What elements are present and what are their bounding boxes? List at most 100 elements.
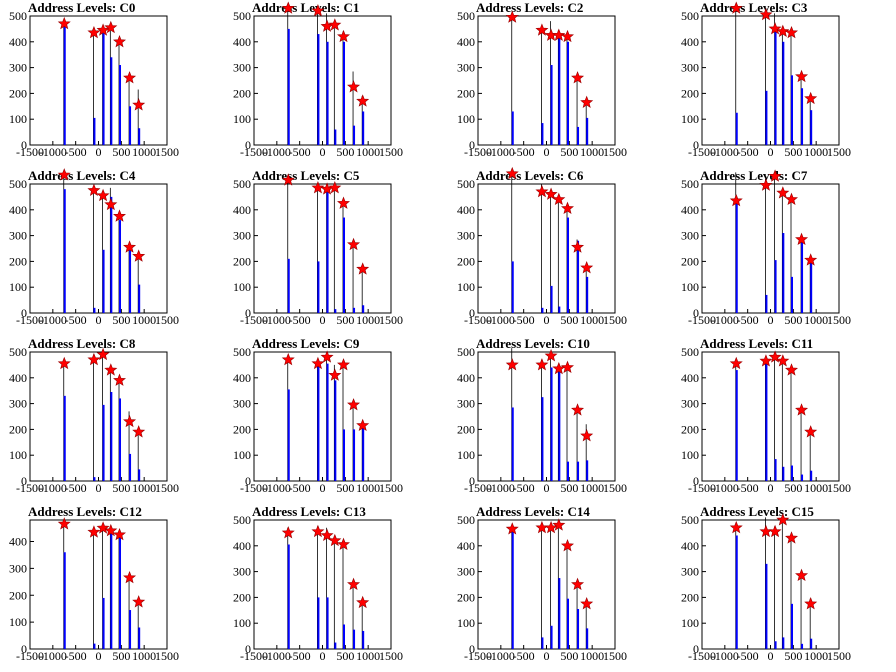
- histogram-bar: [326, 189, 329, 313]
- plot-frame: [477, 519, 616, 650]
- y-tick-label: 100: [457, 280, 475, 294]
- red-star-icon: [795, 232, 809, 245]
- y-tick-label: 100: [9, 280, 27, 294]
- x-tick-label: 500: [336, 481, 354, 495]
- histogram-bar: [119, 398, 122, 481]
- x-tick-label: 1000: [132, 481, 156, 495]
- y-tick-label: 0: [245, 306, 251, 320]
- histogram-bar: [119, 65, 122, 145]
- histogram-bar: [110, 391, 113, 481]
- y-tick-label: 0: [21, 138, 27, 152]
- y-tick-label: 200: [457, 422, 475, 436]
- red-star-icon: [356, 94, 370, 107]
- x-tick-label: 500: [112, 649, 130, 663]
- red-star-icon: [320, 19, 334, 32]
- red-star-icon: [729, 1, 743, 14]
- x-tick-label: 500: [336, 313, 354, 327]
- y-tick-label: 200: [681, 422, 699, 436]
- histogram-bar: [353, 629, 356, 649]
- x-tick-label: 1000: [804, 313, 828, 327]
- plot-frame: [29, 519, 168, 650]
- x-tick-label: -1500: [240, 481, 268, 495]
- x-tick-label: 0: [96, 145, 102, 159]
- histogram-bar: [129, 453, 132, 481]
- y-tick-label: 100: [233, 616, 251, 630]
- histogram-bar: [801, 643, 804, 649]
- y-tick-label: 300: [457, 397, 475, 411]
- histogram-bar: [317, 261, 320, 313]
- y-tick-label: 400: [681, 539, 699, 553]
- panel-14: Address Levels: C14 0 100 200 300 400 500 -1500…: [457, 504, 627, 663]
- y-tick-label: 300: [233, 565, 251, 579]
- histogram-bar: [343, 41, 346, 145]
- histogram-bar: [791, 465, 794, 481]
- red-star-icon: [729, 356, 743, 370]
- panel-8: Address Levels: C80100200300400500-1500-…: [9, 336, 179, 495]
- histogram-bar: [782, 466, 785, 481]
- red-star-icon: [113, 373, 126, 386]
- x-tick-label: 0: [320, 649, 326, 663]
- histogram-bar: [334, 380, 337, 481]
- x-tick-label: -500: [737, 649, 759, 663]
- red-star-icon: [795, 403, 809, 416]
- panel-15: Address Levels: C15 0 100 200 300 400 500 -1500…: [681, 504, 851, 663]
- x-tick-label: -500: [289, 145, 311, 159]
- y-tick-label: 100: [233, 280, 251, 294]
- histogram-bar: [362, 630, 365, 649]
- x-tick-label: -1500: [240, 145, 268, 159]
- histogram-bar: [511, 407, 514, 481]
- red-star-icon: [804, 253, 818, 266]
- x-tick-label: -1000: [711, 649, 739, 663]
- y-tick-label: 400: [9, 371, 27, 385]
- y-tick-label: 200: [9, 254, 27, 268]
- x-tick-label: -500: [737, 145, 759, 159]
- red-star-icon: [535, 358, 549, 371]
- x-tick-label: 1500: [603, 145, 627, 159]
- x-tick-label: 1500: [379, 145, 403, 159]
- x-tick-label: -1500: [464, 649, 492, 663]
- x-tick-label: -500: [65, 313, 87, 327]
- y-tick-label: 500: [233, 177, 251, 191]
- histogram-bar: [362, 111, 365, 145]
- y-tick-label: 0: [469, 138, 475, 152]
- y-tick-label: 200: [681, 86, 699, 100]
- y-tick-label: 400: [681, 371, 699, 385]
- x-tick-label: 0: [544, 481, 550, 495]
- histogram-bar: [567, 461, 570, 481]
- y-tick-label: 300: [233, 61, 251, 75]
- histogram-bar: [782, 41, 785, 145]
- histogram-bar: [93, 117, 96, 145]
- histogram-bar: [110, 57, 113, 145]
- histogram-bar: [362, 305, 365, 313]
- histogram-bar: [129, 249, 132, 313]
- y-tick-label: 300: [681, 61, 699, 75]
- y-tick-label: 0: [21, 474, 27, 488]
- histogram-bar: [353, 307, 356, 313]
- x-tick-label: 1500: [155, 649, 179, 663]
- histogram-bar: [343, 429, 346, 481]
- red-star-icon: [356, 262, 370, 275]
- histogram-bar: [541, 307, 544, 313]
- red-star-icon: [311, 4, 325, 17]
- y-tick-label: 100: [9, 112, 27, 126]
- y-tick-label: 400: [233, 371, 251, 385]
- red-star-icon: [729, 520, 743, 534]
- y-tick-label: 500: [9, 345, 27, 359]
- red-star-icon: [104, 197, 118, 211]
- y-tick-label: 400: [233, 203, 251, 217]
- x-tick-label: 500: [784, 649, 802, 663]
- y-tick-label: 400: [457, 203, 475, 217]
- y-tick-label: 0: [245, 642, 251, 656]
- histogram-bar: [586, 460, 589, 481]
- y-tick-label: 500: [681, 177, 699, 191]
- histogram-bar: [353, 125, 356, 145]
- red-star-icon: [123, 570, 137, 584]
- panel-1: Address Levels: C10100200300400500-1500-…: [233, 0, 403, 159]
- histogram-bar: [334, 129, 337, 145]
- histogram-bar: [110, 196, 113, 313]
- histogram-bar: [102, 31, 105, 146]
- red-star-icon: [87, 183, 101, 196]
- red-star-icon: [571, 577, 585, 591]
- red-star-icon: [57, 16, 71, 30]
- red-star-icon: [132, 595, 146, 608]
